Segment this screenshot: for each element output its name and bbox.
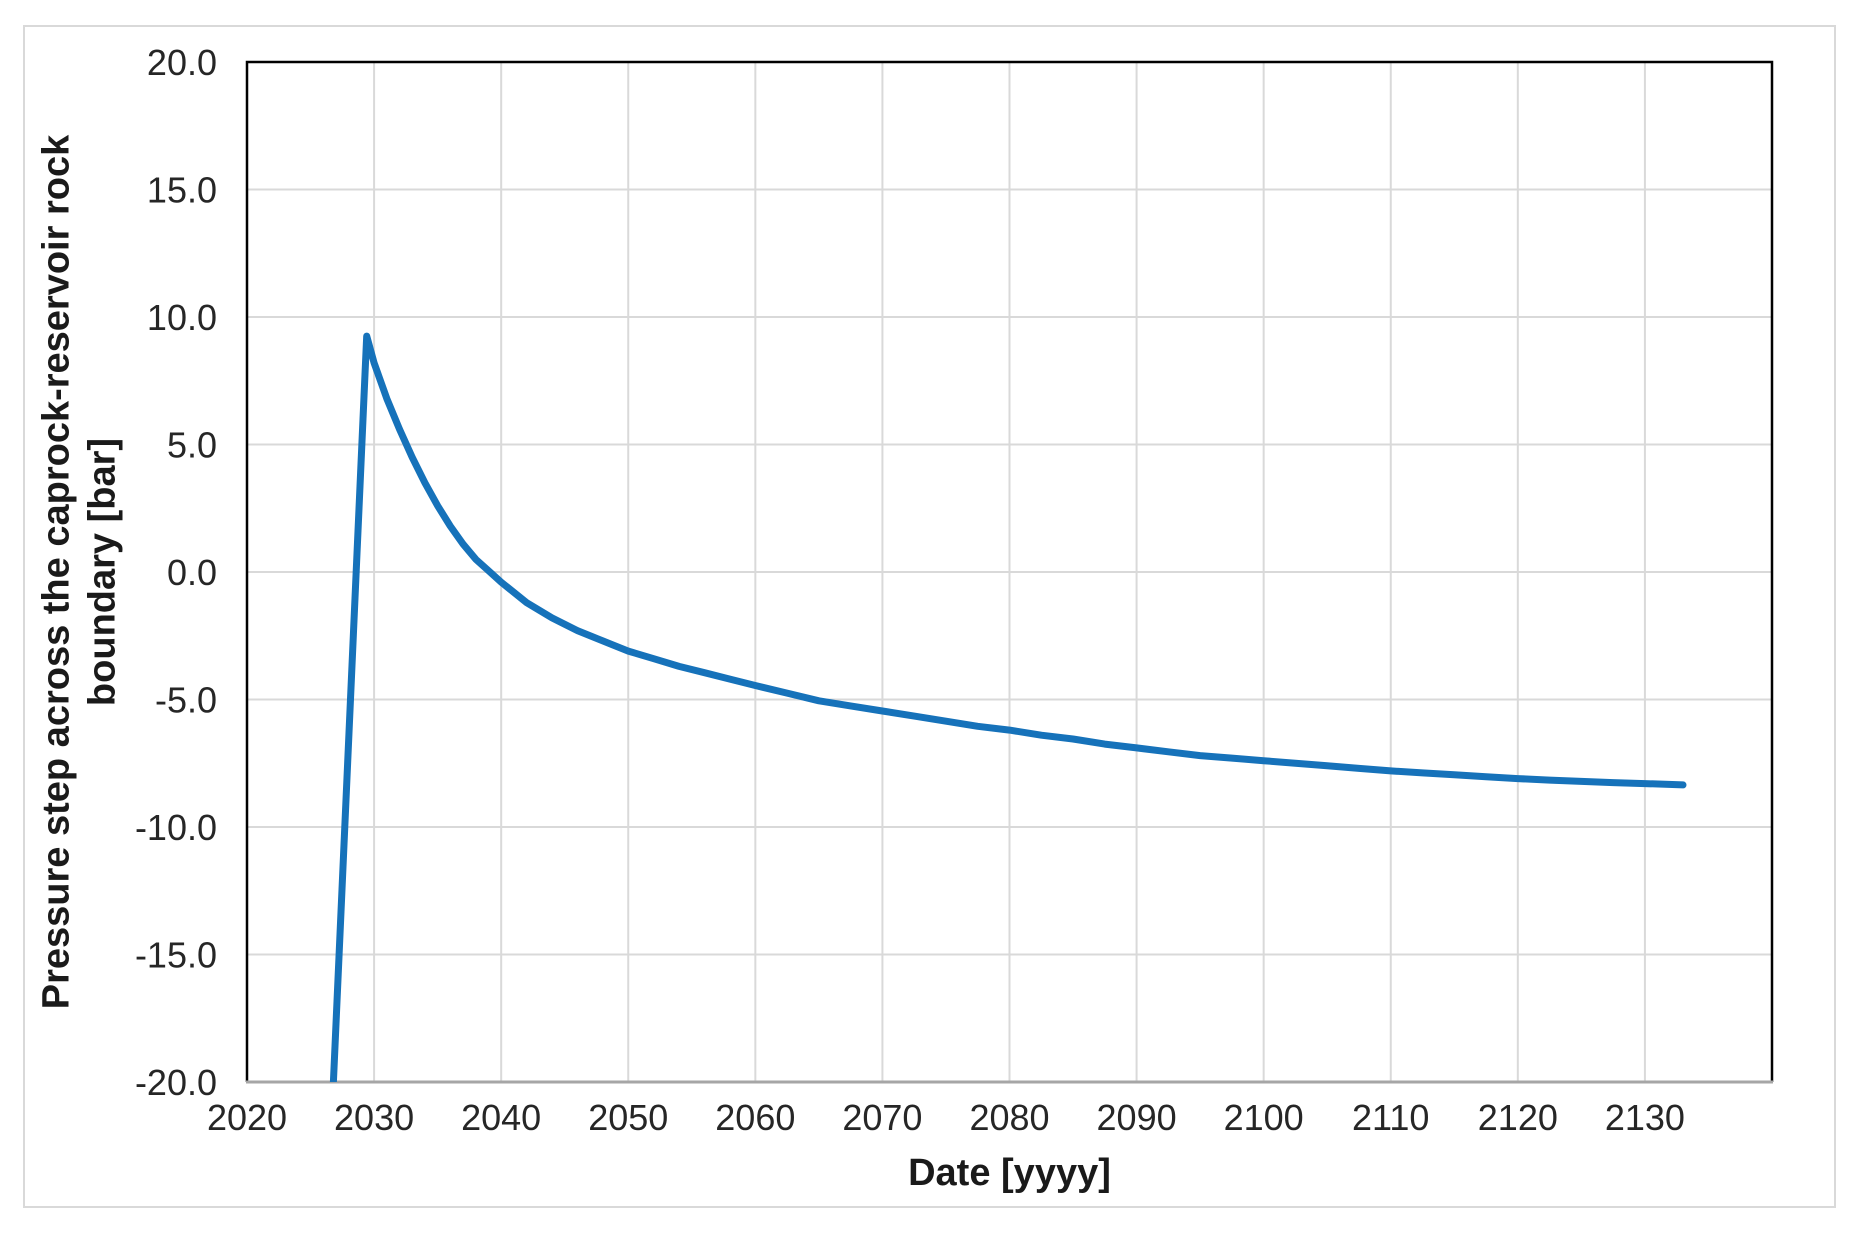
y-tick-label: 20.0 — [147, 42, 217, 83]
x-tick-label: 2020 — [207, 1097, 287, 1138]
y-tick-label: -10.0 — [135, 807, 217, 848]
y-axis-title: Pressure step across the caprock-reservo… — [35, 134, 124, 1010]
y-tick-label: -15.0 — [135, 935, 217, 976]
y-tick-label: 5.0 — [167, 425, 217, 466]
x-axis-title: Date [yyyy] — [908, 1152, 1111, 1194]
x-tick-label: 2090 — [1097, 1097, 1177, 1138]
y-tick-label: -20.0 — [135, 1062, 217, 1103]
y-tick-label: 10.0 — [147, 297, 217, 338]
x-tick-label: 2060 — [715, 1097, 795, 1138]
plot-border — [245, 60, 1774, 1082]
x-tick-label: 2100 — [1224, 1097, 1304, 1138]
x-tick-label: 2130 — [1605, 1097, 1685, 1138]
x-tick-label: 2040 — [461, 1097, 541, 1138]
chart-outer-frame — [23, 25, 1836, 1208]
y-tick-label: 15.0 — [147, 170, 217, 211]
x-tick-label: 2110 — [1352, 1097, 1429, 1138]
x-tick-label: 2070 — [842, 1097, 922, 1138]
x-tick-label: 2120 — [1478, 1097, 1558, 1138]
x-tick-label: 2080 — [969, 1097, 1049, 1138]
x-tick-label: 2030 — [334, 1097, 414, 1138]
y-tick-label: -5.0 — [155, 680, 217, 721]
series-line — [329, 332, 1687, 1082]
y-tick-label: 0.0 — [167, 552, 217, 593]
x-tick-label: 2050 — [588, 1097, 668, 1138]
